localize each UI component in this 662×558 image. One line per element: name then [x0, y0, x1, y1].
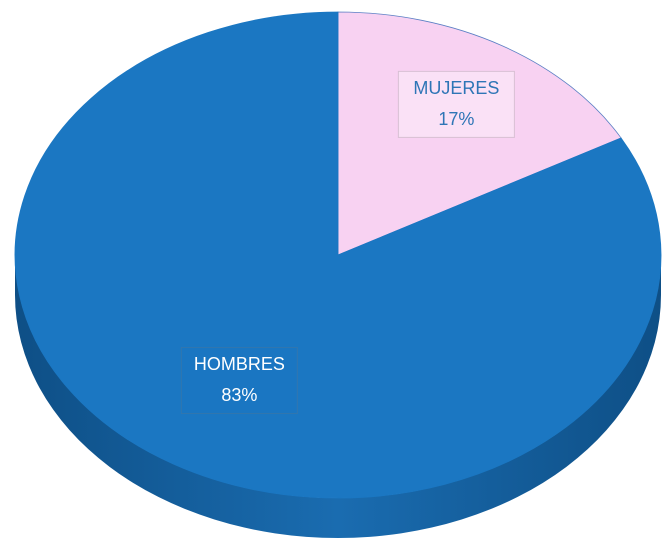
label-box	[180, 346, 298, 414]
pie-slice	[14, 11, 662, 499]
pie-tops	[14, 11, 662, 499]
label-box	[397, 70, 515, 138]
label-value: 83%	[221, 385, 257, 405]
label-value: 17%	[438, 109, 474, 129]
pie-side	[15, 255, 661, 538]
pie-slice	[337, 11, 622, 256]
label-category: MUJERES	[413, 78, 499, 98]
data-labels: MUJERES 17% HOMBRES 83%	[180, 70, 515, 414]
label-category: HOMBRES	[194, 354, 285, 374]
